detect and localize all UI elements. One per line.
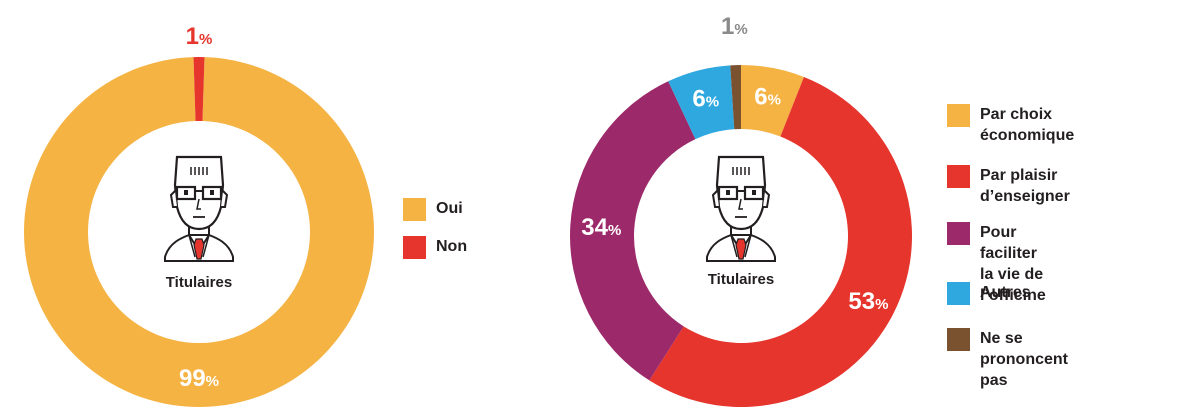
data-label-1: 99% bbox=[179, 365, 219, 392]
slice-2 bbox=[649, 77, 912, 407]
slice-1 bbox=[741, 65, 804, 137]
chart-1: Titulaires 99% 1% bbox=[23, 23, 374, 408]
legend-swatch bbox=[947, 104, 970, 127]
data-label-5: 1% bbox=[721, 13, 748, 40]
chart-2-slices bbox=[569, 65, 912, 407]
legend-item: Pour faciliter la vie de l’officine bbox=[947, 222, 1046, 306]
legend-item: Par choix économique bbox=[947, 104, 1074, 146]
data-label-3: 34% bbox=[581, 214, 621, 241]
chart-2-center-label: Titulaires bbox=[708, 271, 774, 288]
slice-4 bbox=[668, 65, 735, 140]
legend-swatch bbox=[947, 328, 970, 351]
legend-swatch bbox=[947, 165, 970, 188]
data-label-2: 53% bbox=[848, 288, 888, 315]
legend-label: Autres bbox=[980, 284, 1031, 301]
legend-label: Oui bbox=[436, 200, 463, 217]
slice-1 bbox=[23, 57, 374, 408]
data-label-2: 1% bbox=[186, 23, 213, 50]
data-label-4: 6% bbox=[692, 85, 719, 112]
slice-3 bbox=[569, 81, 696, 381]
legend-item: Autres bbox=[947, 282, 1031, 305]
pharmacist-icon bbox=[705, 155, 777, 263]
data-label-1: 6% bbox=[754, 84, 781, 111]
legend-label: Ne se prononcent pas bbox=[980, 330, 1068, 389]
chart-2-data-labels: 6% 53% 34% 6% 1% bbox=[581, 13, 888, 315]
legend-label: Par choix économique bbox=[980, 106, 1075, 144]
legend-item: Non bbox=[403, 236, 467, 259]
legend-item: Ne se prononcent pas bbox=[947, 328, 1068, 391]
legend-swatch bbox=[403, 236, 426, 259]
slice-2 bbox=[193, 57, 205, 122]
legend-swatch bbox=[947, 282, 970, 305]
slice-5 bbox=[730, 65, 741, 130]
legend-label: Pour faciliter la vie de l’officine bbox=[980, 224, 1046, 304]
legend-label: Par plaisir d’enseigner bbox=[980, 167, 1070, 205]
legend-item: Par plaisir d’enseigner bbox=[947, 165, 1070, 207]
legend-swatch bbox=[947, 222, 970, 245]
legend-item: Oui bbox=[403, 198, 463, 221]
chart-2: Titulaires 6% 53% 34% 6% 1% bbox=[569, 13, 912, 407]
chart-1-center-label: Titulaires bbox=[166, 274, 232, 291]
legend-swatch bbox=[403, 198, 426, 221]
legend-label: Non bbox=[436, 238, 468, 255]
pharmacist-icon bbox=[163, 155, 235, 263]
chart-1-slices bbox=[23, 57, 374, 408]
chart-1-data-labels: 99% 1% bbox=[179, 23, 219, 392]
